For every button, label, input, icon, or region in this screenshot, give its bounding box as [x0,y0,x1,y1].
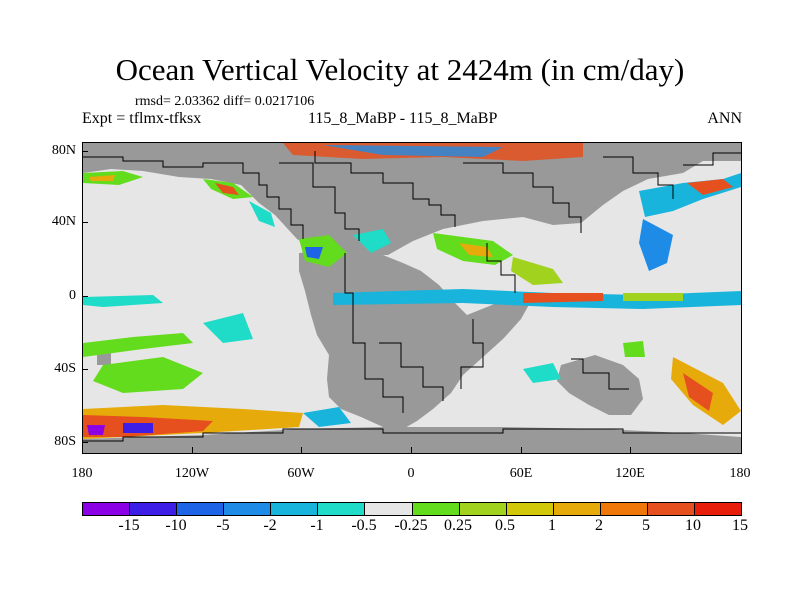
legend-label: 15 [732,517,748,534]
stats-text: rmsd= 2.03362 diff= 0.0217106 [135,94,315,109]
legend-swatch [695,503,742,515]
case-label: 115_8_MaBP - 115_8_MaBP [308,110,498,127]
plot-title: Ocean Vertical Velocity at 2424m (in cm/… [115,52,685,87]
y-tick [82,442,88,443]
lon-label-180e: 180 [729,466,751,481]
legend-swatch [600,503,648,515]
experiment-label: Expt = tflmx-tfksx [82,110,202,127]
legend-swatch [83,503,131,515]
lon-label-0: 0 [407,466,415,481]
color-legend [82,502,742,516]
legend-label: 2 [595,517,603,534]
australian-landmass [557,355,643,415]
legend-swatch [459,503,507,515]
lat-label-40s: 40S [54,361,76,376]
x-tick [192,447,193,453]
legend-swatch [318,503,366,515]
map-panel [82,142,742,454]
legend-label: 0.5 [495,517,515,534]
velocity-field [83,143,741,439]
legend-label: 1 [548,517,556,534]
island [361,355,373,369]
legend-label: 10 [685,517,701,534]
african-landmass [299,249,531,429]
x-tick [411,447,412,453]
legend-label: -0.5 [351,517,377,534]
x-tick [521,447,522,453]
lon-label-60w: 60W [287,466,315,481]
legend-label: -5 [216,517,230,534]
legend-label: 0.25 [444,517,472,534]
lon-label-120w: 120W [174,466,210,481]
x-tick [301,447,302,453]
y-tick [82,369,88,370]
legend-label: -1 [310,517,324,534]
legend-swatch [506,503,554,515]
map-field [83,143,741,453]
season-label: ANN [707,110,742,127]
legend-swatch [224,503,272,515]
legend-label: -15 [118,517,140,534]
lon-label-120e: 120E [615,466,645,481]
legend-swatch [130,503,178,515]
y-tick [82,296,88,297]
legend-label: 5 [642,517,650,534]
lon-label-60e: 60E [509,466,533,481]
legend-swatch [647,503,696,515]
coastlines [83,151,741,442]
x-tick [630,447,631,453]
legend-swatch [271,503,319,515]
northern-landmass [83,143,741,281]
lon-label-180w: 180 [71,466,93,481]
legend-swatch [365,503,413,515]
lat-label-80s: 80S [54,434,76,449]
legend-label: -0.25 [394,517,428,534]
legend-label: -2 [263,517,277,534]
legend-swatch [177,503,225,515]
y-tick [82,151,88,152]
legend-label: -10 [165,517,187,534]
lat-label-80n: 80N [51,143,76,158]
lat-label-0: 0 [69,288,76,303]
lat-label-40n: 40N [51,214,76,229]
y-tick [82,222,88,223]
legend-swatch [412,503,460,515]
legend-swatch [553,503,601,515]
